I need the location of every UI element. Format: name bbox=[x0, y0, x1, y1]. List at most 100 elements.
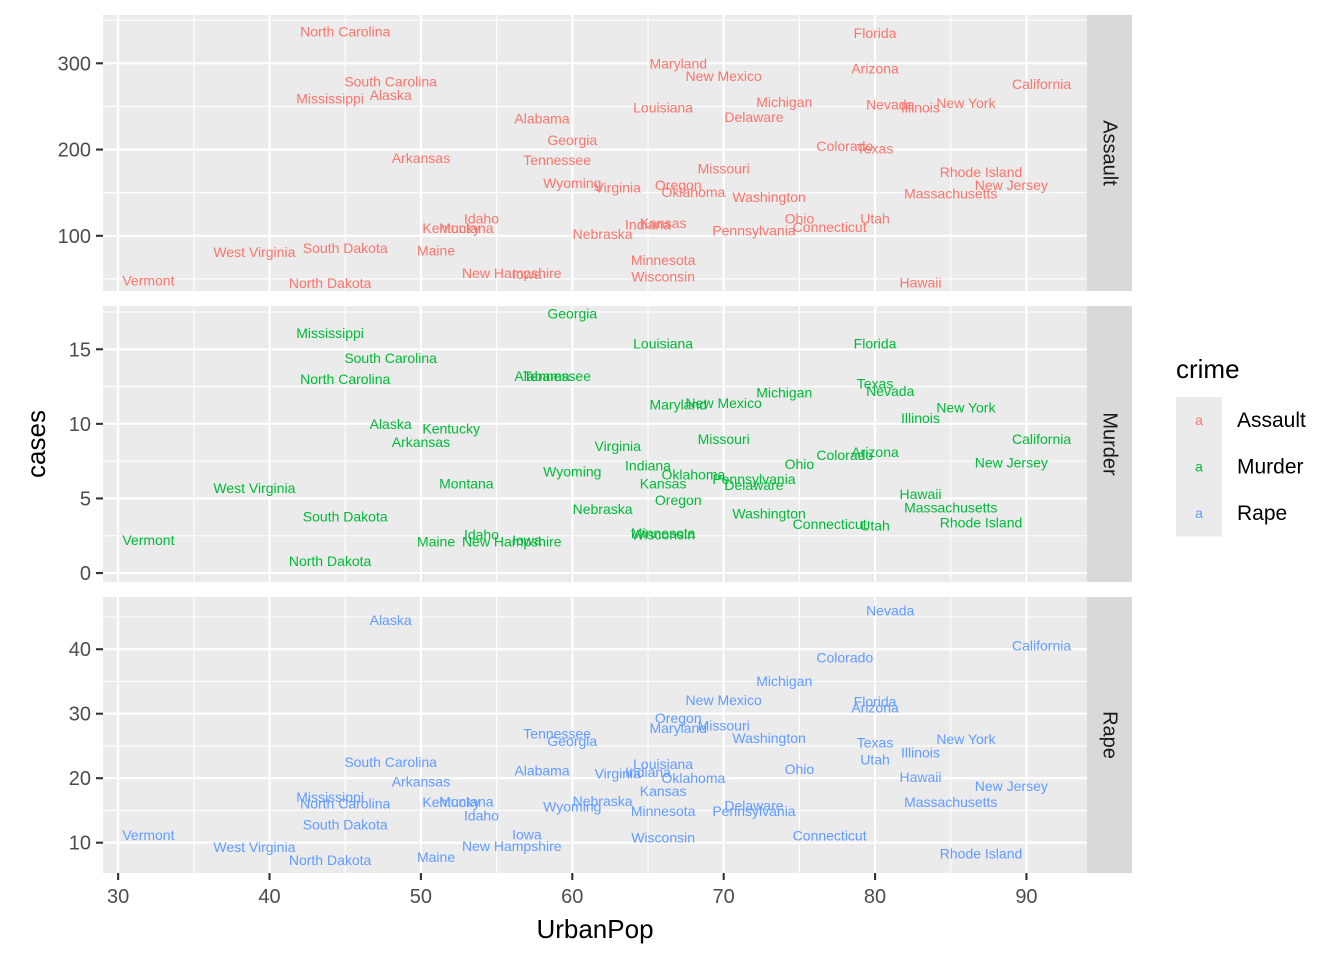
data-label-vermont: Vermont bbox=[122, 532, 174, 548]
y-tick-label: 100 bbox=[58, 226, 91, 248]
data-label-california: California bbox=[1012, 76, 1071, 92]
data-label-south-dakota: South Dakota bbox=[303, 508, 388, 524]
facet-strip bbox=[1087, 306, 1132, 582]
data-label-idaho: Idaho bbox=[464, 526, 499, 542]
data-label-missouri: Missouri bbox=[698, 431, 750, 447]
data-label-oklahoma: Oklahoma bbox=[661, 184, 725, 200]
y-tick-label: 0 bbox=[80, 563, 91, 585]
legend-key-glyph: a bbox=[1195, 412, 1203, 428]
data-label-kansas: Kansas bbox=[640, 215, 687, 231]
facet-panel-assault: 100 200 300 Alabama Alaska Arizona Arkansas Cal… bbox=[58, 15, 1132, 291]
data-label-maryland: Maryland bbox=[649, 720, 707, 736]
data-label-new-mexico: New Mexico bbox=[686, 692, 762, 708]
data-label-connecticut: Connecticut bbox=[793, 516, 867, 532]
data-label-connecticut: Connecticut bbox=[793, 828, 867, 844]
data-label-new-jersey: New Jersey bbox=[975, 778, 1048, 794]
data-label-indiana: Indiana bbox=[625, 217, 671, 233]
data-label-maine: Maine bbox=[417, 849, 455, 865]
data-label-south-carolina: South Carolina bbox=[344, 350, 437, 366]
data-label-tennessee: Tennessee bbox=[523, 152, 591, 168]
data-label-ohio: Ohio bbox=[785, 211, 815, 227]
data-label-louisiana: Louisiana bbox=[633, 99, 693, 115]
data-label-new-hampshire: New Hampshire bbox=[462, 838, 562, 854]
data-label-rhode-island: Rhode Island bbox=[940, 164, 1023, 180]
data-label-ohio: Ohio bbox=[785, 456, 815, 472]
data-label-texas: Texas bbox=[857, 141, 894, 157]
data-label-virginia: Virginia bbox=[594, 180, 641, 196]
data-label-new-jersey: New Jersey bbox=[975, 455, 1048, 471]
data-label-alabama: Alabama bbox=[514, 762, 569, 778]
data-label-new-hampshire: New Hampshire bbox=[462, 265, 562, 281]
data-label-idaho: Idaho bbox=[464, 808, 499, 824]
data-label-nebraska: Nebraska bbox=[573, 226, 633, 242]
data-label-arizona: Arizona bbox=[851, 444, 899, 460]
y-tick-label: 30 bbox=[69, 704, 91, 726]
data-label-massachusetts: Massachusetts bbox=[904, 499, 997, 515]
data-label-north-carolina: North Carolina bbox=[300, 795, 390, 811]
x-tick-label: 50 bbox=[410, 886, 432, 908]
y-tick-label: 200 bbox=[58, 140, 91, 162]
legend-key-background bbox=[1176, 397, 1222, 444]
data-label-kentucky: Kentucky bbox=[422, 794, 480, 810]
data-label-kansas: Kansas bbox=[640, 783, 687, 799]
x-tick-label: 80 bbox=[864, 886, 886, 908]
data-label-california: California bbox=[1012, 637, 1071, 653]
data-label-georgia: Georgia bbox=[547, 305, 597, 321]
data-label-utah: Utah bbox=[860, 752, 890, 768]
data-label-florida: Florida bbox=[854, 693, 897, 709]
data-label-alabama: Alabama bbox=[514, 368, 569, 384]
data-label-south-carolina: South Carolina bbox=[344, 73, 437, 89]
data-label-texas: Texas bbox=[857, 735, 894, 751]
data-label-nevada: Nevada bbox=[866, 603, 914, 619]
data-label-north-dakota: North Dakota bbox=[289, 553, 372, 569]
data-label-tennessee: Tennessee bbox=[523, 726, 591, 742]
data-label-maine: Maine bbox=[417, 534, 455, 550]
data-label-minnesota: Minnesota bbox=[631, 803, 696, 819]
data-label-oklahoma: Oklahoma bbox=[661, 770, 725, 786]
data-label-indiana: Indiana bbox=[625, 458, 671, 474]
data-label-montana: Montana bbox=[439, 476, 494, 492]
data-label-washington: Washington bbox=[732, 505, 805, 521]
data-label-alaska: Alaska bbox=[370, 612, 412, 628]
panel-background bbox=[103, 597, 1087, 873]
data-label-west-virginia: West Virginia bbox=[213, 480, 295, 496]
x-axis: 30 40 50 60 70 80 90 bbox=[107, 873, 1038, 908]
data-label-hawaii: Hawaii bbox=[899, 486, 941, 502]
data-label-florida: Florida bbox=[854, 25, 897, 41]
data-label-nebraska: Nebraska bbox=[573, 793, 633, 809]
data-label-maryland: Maryland bbox=[649, 396, 707, 412]
data-label-idaho: Idaho bbox=[464, 211, 499, 227]
data-label-kentucky: Kentucky bbox=[422, 220, 480, 236]
data-label-delaware: Delaware bbox=[724, 109, 783, 125]
data-label-louisiana: Louisiana bbox=[633, 756, 693, 772]
legend-entry-assault: a Assault bbox=[1176, 397, 1306, 444]
data-label-rhode-island: Rhode Island bbox=[940, 846, 1023, 862]
legend-label: Assault bbox=[1237, 409, 1306, 432]
facet-strip bbox=[1087, 15, 1132, 291]
data-label-iowa: Iowa bbox=[512, 266, 542, 282]
data-label-hawaii: Hawaii bbox=[899, 769, 941, 785]
data-label-indiana: Indiana bbox=[625, 764, 671, 780]
y-tick-label: 10 bbox=[69, 414, 91, 436]
data-label-california: California bbox=[1012, 431, 1071, 447]
facet-panels: 100200300AlabamaAlaskaArizonaArkansasCal… bbox=[58, 15, 1132, 873]
legend-key-glyph: a bbox=[1195, 459, 1203, 475]
data-label-michigan: Michigan bbox=[756, 673, 812, 689]
data-label-missouri: Missouri bbox=[698, 717, 750, 733]
data-label-utah: Utah bbox=[860, 517, 890, 533]
data-label-georgia: Georgia bbox=[547, 132, 597, 148]
data-label-pennsylvania: Pennsylvania bbox=[712, 471, 795, 487]
data-label-north-carolina: North Carolina bbox=[300, 23, 390, 39]
facet-strip-label: Murder bbox=[1099, 412, 1121, 476]
facet-strip-label: Assault bbox=[1099, 120, 1121, 186]
data-label-illinois: Illinois bbox=[901, 744, 940, 760]
data-label-connecticut: Connecticut bbox=[793, 219, 867, 235]
data-label-iowa: Iowa bbox=[512, 826, 542, 842]
data-label-texas: Texas bbox=[857, 376, 894, 392]
data-label-wyoming: Wyoming bbox=[543, 799, 601, 815]
data-label-minnesota: Minnesota bbox=[631, 252, 696, 268]
data-label-oregon: Oregon bbox=[655, 177, 702, 193]
data-label-illinois: Illinois bbox=[901, 99, 940, 115]
data-label-north-dakota: North Dakota bbox=[289, 275, 372, 291]
